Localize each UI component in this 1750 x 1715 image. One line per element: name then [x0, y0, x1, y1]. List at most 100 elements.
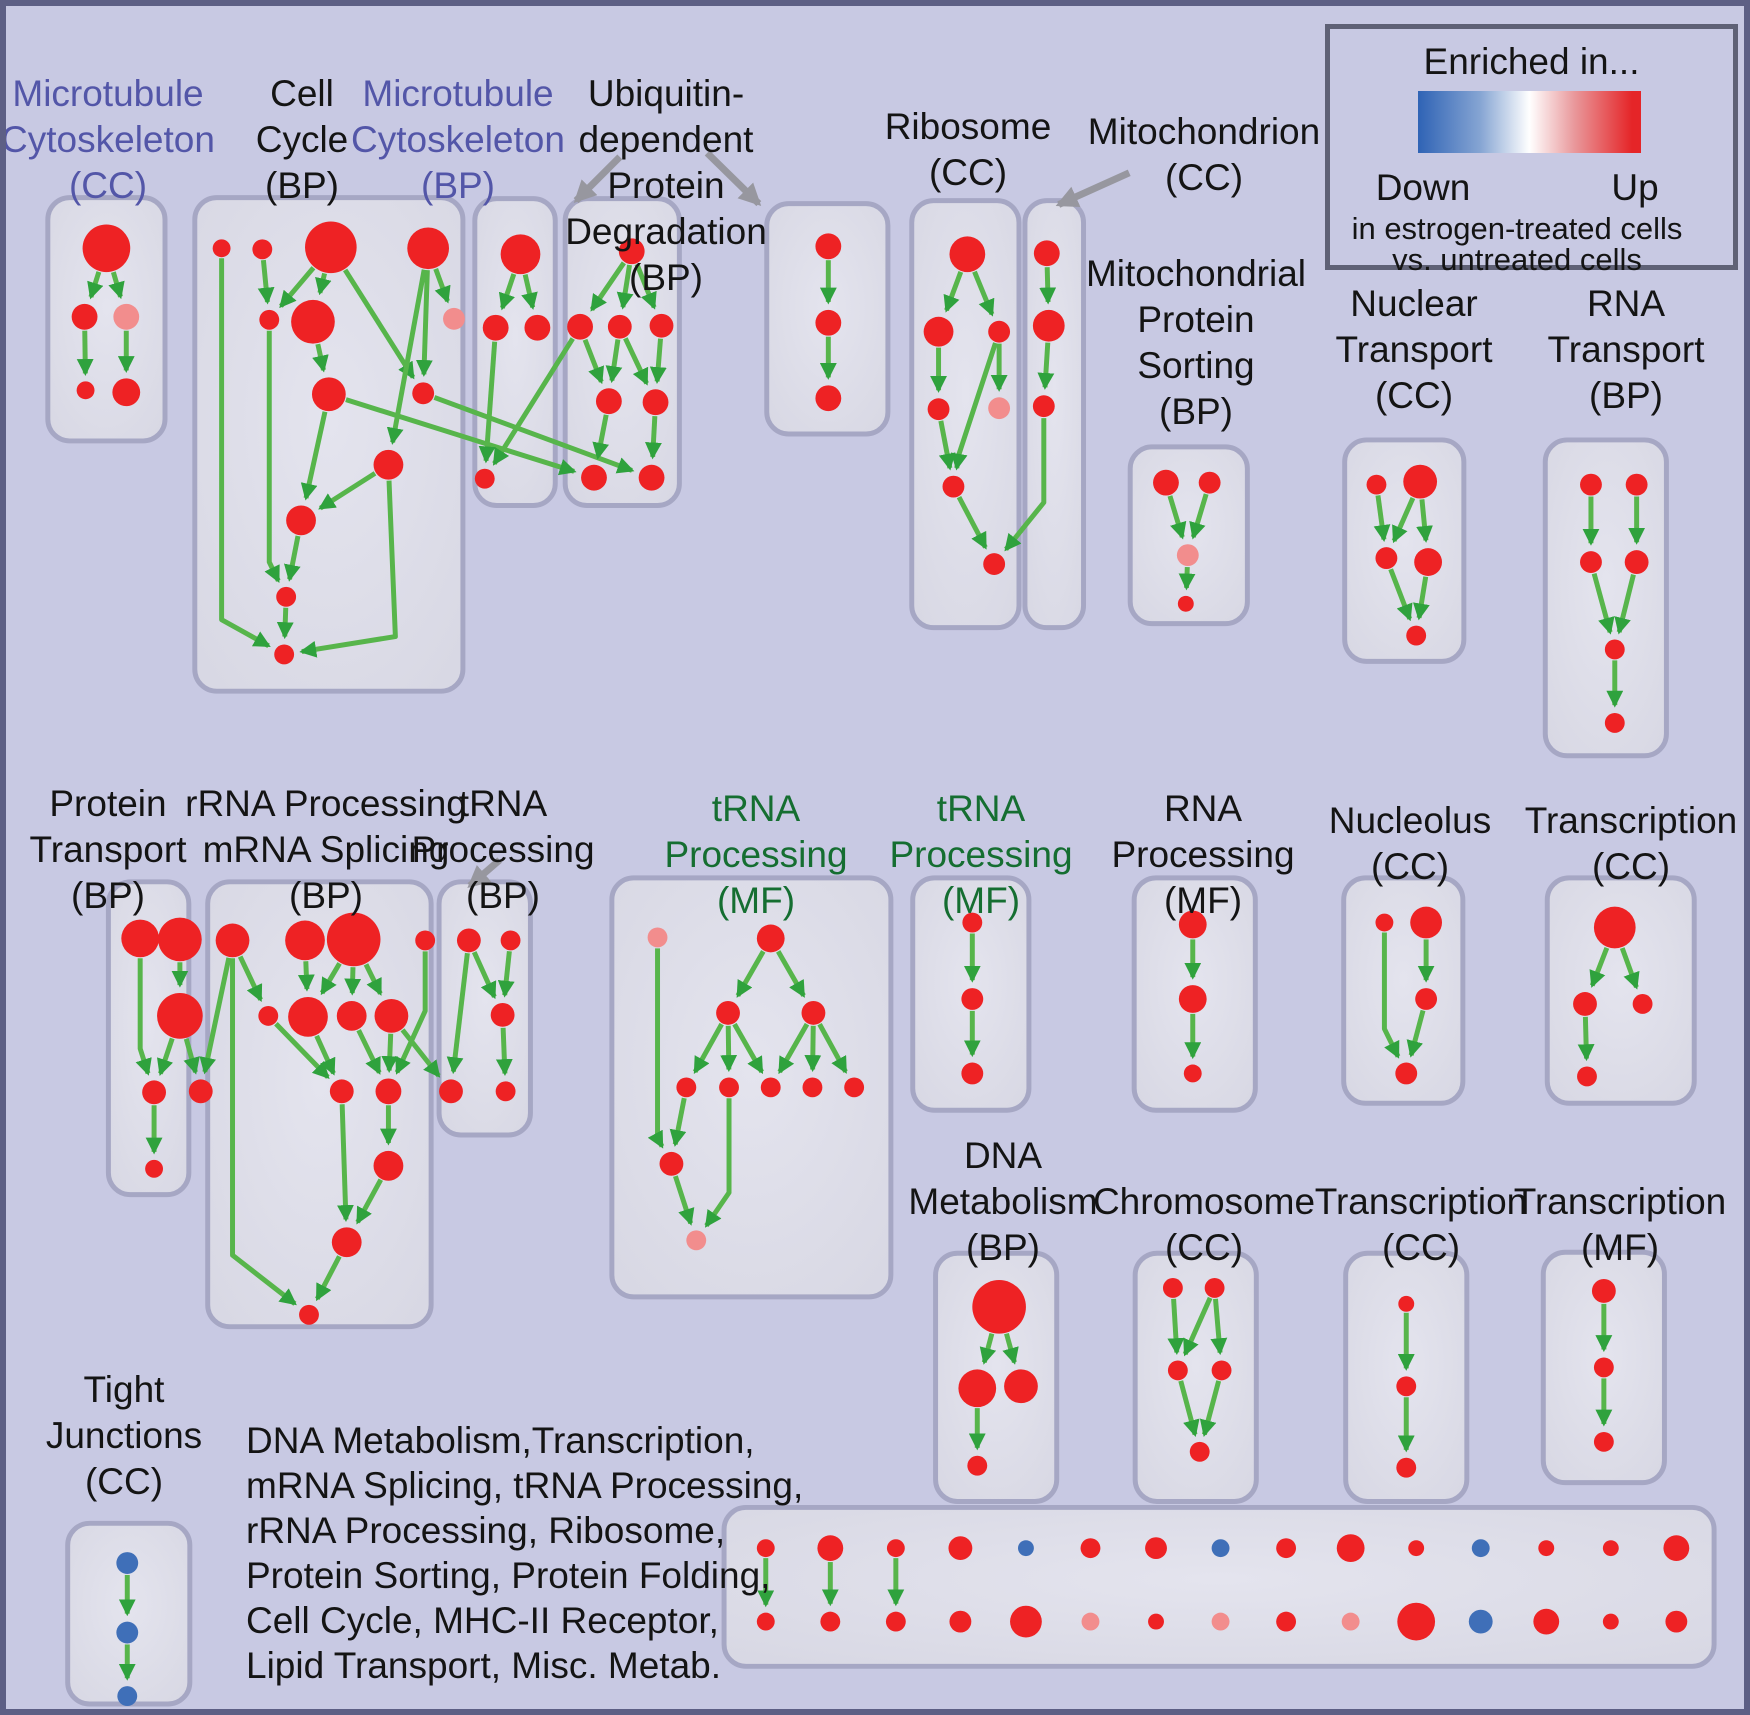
network-node-bb1-red [756, 1612, 775, 1631]
go-term-box-chromosome [1132, 1250, 1259, 1504]
network-node-q1-red [1580, 473, 1602, 496]
network-edge-n2-n3 [1391, 497, 1416, 544]
network-edge-o2-o3 [1037, 342, 1055, 390]
network-node-c4-red [407, 227, 450, 270]
network-node-c7-pink [443, 307, 465, 330]
network-edge-r4-r6 [938, 420, 956, 471]
go-term-label-microtubule-cc: Microtubule Cytoskeleton (CC) [6, 71, 215, 209]
network-edge-t2-t4 [478, 341, 498, 464]
network-node-z3-blue [117, 1686, 138, 1707]
legend-caption-2: vs. untreated cells [1392, 242, 1642, 277]
network-edge-j1-j4 [1381, 932, 1401, 1059]
network-node-g10-red [659, 1151, 684, 1176]
network-node-j2-red [1410, 906, 1443, 939]
label-pointer-arrow-1 [573, 154, 623, 204]
network-node-c12-red [276, 586, 297, 607]
go-term-label-line: Processing [1111, 834, 1295, 875]
go-term-label-trna-mf-1: tRNA Processing (MF) [664, 786, 847, 924]
network-edge-u4-u6 [649, 338, 667, 384]
network-edge-a1-a13 [230, 958, 297, 1306]
go-term-label-line: tRNA [936, 788, 1026, 829]
go-term-label-line: Protein [49, 783, 167, 824]
legend-up-label: Up [1611, 167, 1659, 208]
network-node-g3-red [716, 1000, 740, 1025]
go-term-label-line: (CC) [1381, 1227, 1461, 1268]
network-edge-u1-u3 [616, 264, 634, 310]
network-edge-a3-a6 [319, 962, 342, 996]
network-node-h2-red [961, 988, 984, 1010]
go-term-label-trna-mf-2: tRNA Processing (MF) [889, 786, 1072, 924]
network-node-j3-red [1415, 988, 1438, 1010]
network-node-g1-pink [647, 927, 668, 948]
go-term-label-dna-metabolism: DNA Metabolism (BP) [908, 1133, 1097, 1271]
network-edge-a11-a12 [355, 1178, 383, 1225]
network-edge-a8-w4 [400, 1028, 441, 1078]
network-node-u7-red [581, 464, 607, 491]
go-term-label-rna-processing-mf: RNA Processing (MF) [1111, 786, 1294, 924]
network-edge-c8-u7 [345, 397, 577, 476]
network-node-c3-red [305, 221, 357, 274]
network-edge-r3-r6 [950, 342, 998, 471]
network-node-m5-red [112, 378, 141, 407]
go-term-label-nuclear-transport: Nuclear Transport (CC) [1336, 281, 1493, 419]
network-node-bb10-pink [1341, 1612, 1360, 1631]
network-node-k2-red [1573, 992, 1597, 1016]
go-term-label-line: Tight [83, 1369, 165, 1410]
go-term-label-trna-bp: tRNA Processing (BP) [411, 781, 594, 919]
network-edge-d1-d3 [1002, 1332, 1019, 1365]
network-node-c8-red [311, 377, 346, 412]
network-node-c11-red [286, 505, 316, 536]
network-edge-s2-s3 [1189, 493, 1209, 540]
go-term-label-line: dependent [578, 119, 754, 160]
network-node-p1-red [121, 919, 160, 958]
network-edge-m1-m2 [87, 271, 104, 300]
network-edge-s3-s4 [1178, 566, 1196, 591]
network-node-j1-red [1375, 913, 1394, 932]
network-edge-e1-e3 [1167, 1298, 1185, 1356]
network-edge-g3-g7 [732, 1022, 764, 1075]
network-node-n5-red [1406, 625, 1427, 646]
network-edge-c3-c5 [278, 266, 316, 309]
network-node-bb7-red [1148, 1613, 1164, 1630]
network-node-q5-red [1604, 639, 1625, 660]
network-edge-w3-w5 [495, 1027, 513, 1077]
go-term-label-line: Nuclear [1350, 283, 1478, 324]
network-edge-k1-k2 [1589, 946, 1610, 988]
network-node-bt7-red [1145, 1537, 1167, 1560]
network-edge-c10-c11 [318, 471, 377, 511]
network-nodes [71, 221, 1690, 1707]
go-term-label-line: Transcription [1524, 800, 1738, 841]
network-edge-a1-p5 [199, 957, 232, 1075]
network-node-c5-red [259, 309, 280, 330]
network-node-s4-red [1177, 595, 1194, 612]
network-node-u8-red [638, 464, 665, 491]
network-edge-o3-r7 [1004, 418, 1047, 552]
network-node-bt1-red [756, 1539, 775, 1558]
network-edge-g6-g11 [704, 1098, 732, 1228]
go-term-label-line: (BP) [1159, 391, 1233, 432]
network-node-r5-pink [988, 397, 1011, 420]
network-node-t4-red [474, 468, 495, 489]
network-node-g11-pink [686, 1230, 707, 1251]
network-node-c9-red [412, 382, 435, 405]
network-edge-d1-d2 [979, 1333, 997, 1365]
network-edge-u3-u5 [605, 339, 623, 384]
go-term-label-line: (BP) [420, 165, 495, 206]
legend-caption-1: in estrogen-treated cells [1351, 211, 1683, 246]
network-node-bb13-red [1533, 1608, 1560, 1635]
network-node-u4-red [649, 313, 674, 338]
mixed-cluster-annotation-line-3: rRNA Processing, Ribosome, [246, 1510, 726, 1551]
network-edge-q3-q5 [1591, 572, 1615, 635]
network-node-r3-red [988, 320, 1011, 343]
go-term-label-line: mRNA Splicing [202, 829, 450, 870]
network-node-c6-red [291, 299, 335, 344]
network-node-n4-red [1414, 548, 1443, 576]
network-node-bb15-red [1665, 1610, 1688, 1633]
network-edge-a6-a9 [314, 1034, 336, 1076]
network-node-a4-red [415, 930, 436, 951]
go-term-label-line: Transcription [1513, 1181, 1727, 1222]
go-term-label-line: rRNA Processing [185, 783, 467, 824]
network-edge-p3-p5 [183, 1038, 200, 1075]
network-edge-u2-t4 [492, 337, 575, 466]
go-term-label-line: (CC) [1591, 846, 1671, 887]
